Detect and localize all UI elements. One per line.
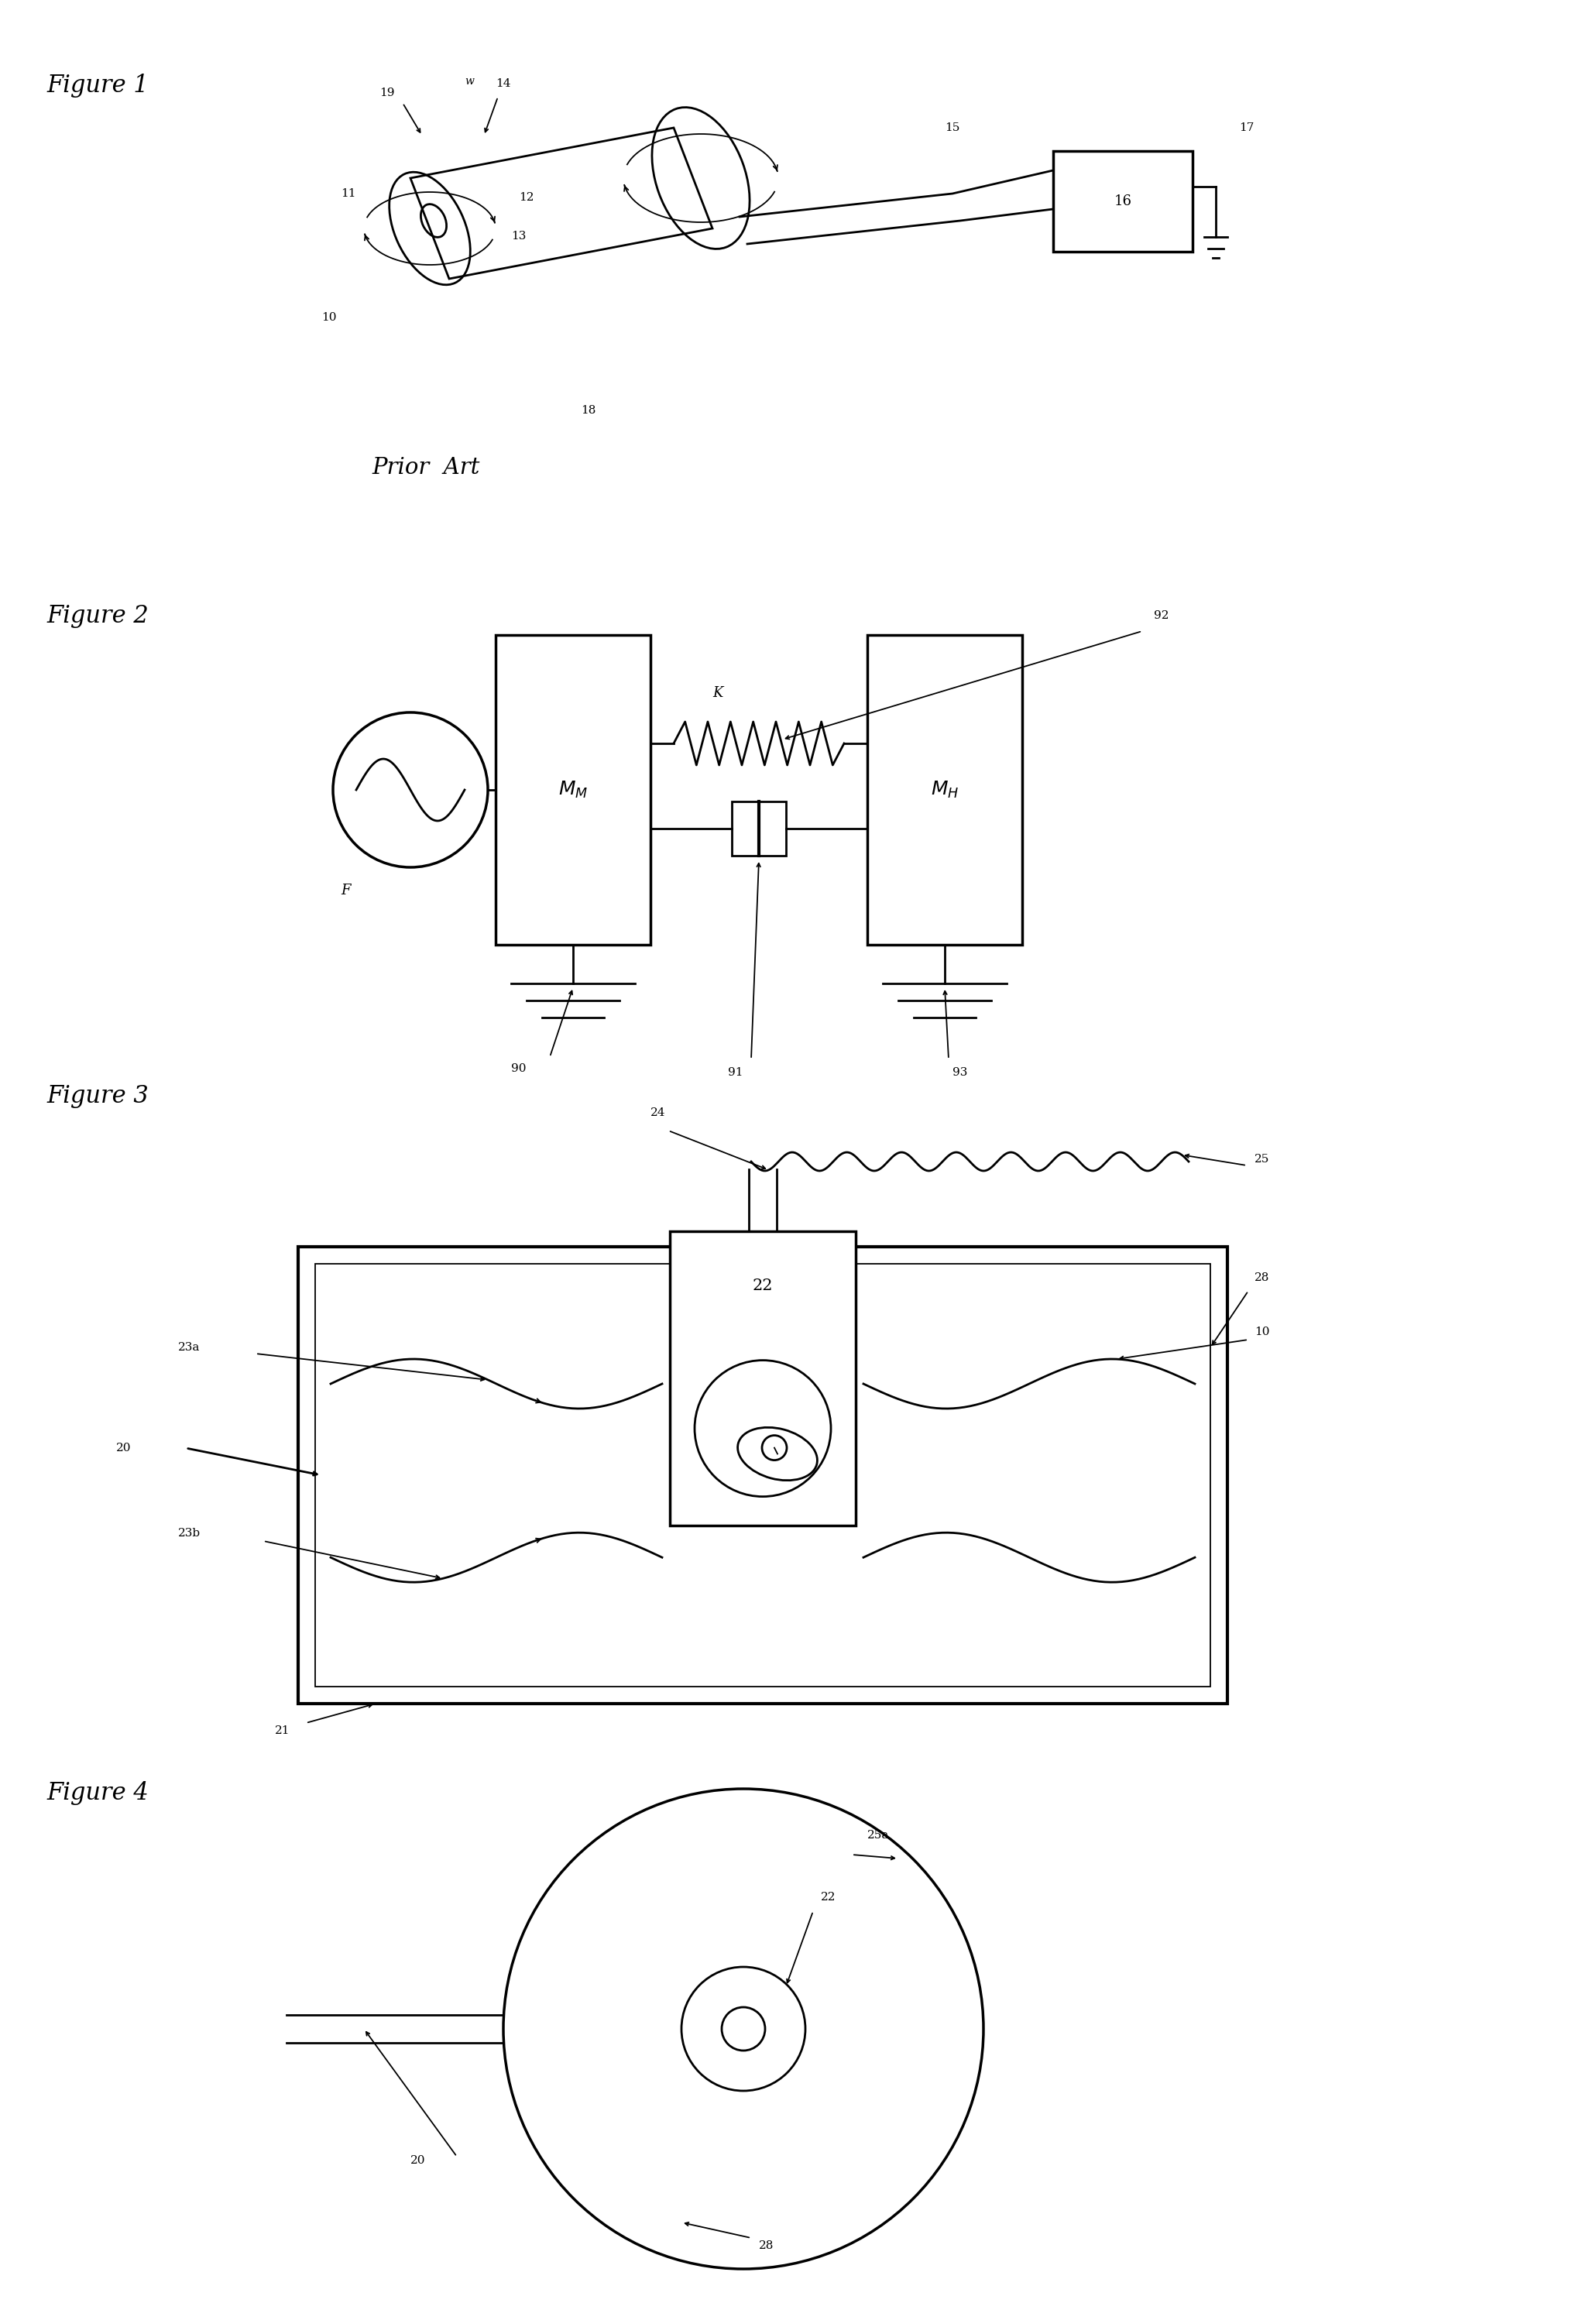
Text: 22: 22 (752, 1278, 772, 1292)
Text: w: w (464, 76, 474, 88)
Text: 91: 91 (728, 1066, 744, 1078)
Text: 23a: 23a (179, 1343, 200, 1352)
Bar (1053, 152, 1192, 251)
Text: 93: 93 (953, 1066, 967, 1078)
Text: 25a: 25a (867, 1831, 889, 1840)
Text: Prior  Art: Prior Art (372, 456, 480, 479)
Text: 25: 25 (1254, 1154, 1269, 1165)
Text: Figure 4: Figure 4 (46, 1780, 148, 1806)
Text: 92: 92 (1154, 610, 1168, 622)
Bar (733, 801, 785, 857)
Bar (670, 1232, 855, 1525)
Bar (496, 636, 651, 944)
Text: 17: 17 (1238, 122, 1254, 134)
Text: 22: 22 (820, 1891, 836, 1902)
Circle shape (334, 712, 488, 868)
Text: 15: 15 (945, 122, 959, 134)
Circle shape (503, 1789, 983, 2268)
Text: 23b: 23b (179, 1527, 201, 1538)
Text: 16: 16 (1114, 193, 1132, 207)
Bar (867, 636, 1021, 944)
Text: Figure 1: Figure 1 (46, 74, 148, 97)
Text: 19: 19 (380, 88, 394, 99)
Text: 90: 90 (511, 1064, 527, 1073)
Text: $M_H$: $M_H$ (930, 781, 959, 799)
Text: K: K (712, 686, 723, 700)
Text: 24: 24 (651, 1108, 666, 1119)
Text: 18: 18 (581, 405, 595, 417)
Text: 12: 12 (519, 191, 535, 203)
Text: 28: 28 (1254, 1271, 1269, 1283)
Text: 20: 20 (410, 2156, 426, 2165)
Bar (314, 1264, 1210, 1686)
Text: 10: 10 (321, 313, 337, 322)
Text: 13: 13 (511, 230, 527, 242)
Text: 10: 10 (1254, 1327, 1269, 1338)
Text: 14: 14 (496, 78, 511, 90)
Bar (298, 1246, 1227, 1704)
Text: $M_M$: $M_M$ (559, 781, 587, 799)
Text: 21: 21 (275, 1725, 290, 1736)
Text: F: F (340, 884, 351, 898)
Text: 11: 11 (340, 189, 356, 198)
Text: Figure 2: Figure 2 (46, 603, 148, 629)
Text: 20: 20 (117, 1442, 131, 1453)
Text: 28: 28 (758, 2241, 774, 2250)
Text: Figure 3: Figure 3 (46, 1085, 148, 1108)
